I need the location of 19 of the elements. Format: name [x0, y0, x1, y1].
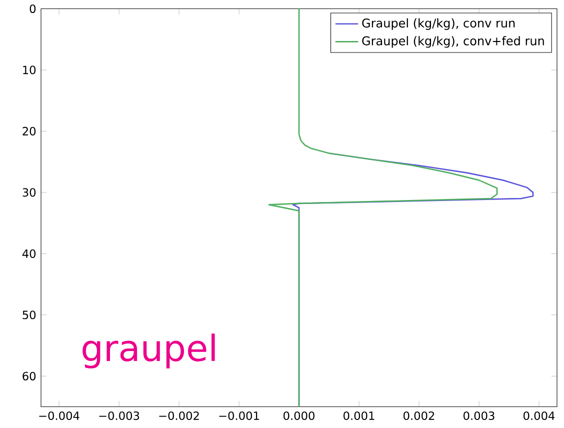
legend-label: Graupel (kg/kg), conv+fed run [362, 36, 544, 48]
y-tick-label: 10 [23, 66, 36, 74]
x-tick-label: 0.000 [284, 412, 314, 420]
y-tick-label: 40 [22, 250, 36, 258]
y-tick-label: 0 [30, 4, 36, 14]
y-tick-label: 30 [22, 188, 36, 197]
x-tick-label: 0.001 [344, 412, 374, 420]
annotation: graupel [82, 334, 215, 369]
y-tick-label: 20 [22, 127, 36, 136]
x-tick-label: −0.003 [99, 412, 140, 420]
x-tick-label: −0.002 [159, 412, 199, 420]
x-tick-label: 0.004 [524, 412, 555, 420]
y-tick-label: 50 [22, 310, 36, 320]
x-tick-label: 0.002 [404, 412, 434, 420]
legend-label: Graupel (kg/kg), conv run [362, 18, 515, 30]
y-tick-label: 60 [22, 372, 36, 381]
x-tick-label: 0.003 [464, 412, 494, 420]
x-tick-label: −0.004 [39, 412, 80, 420]
x-tick-label: −0.001 [219, 412, 259, 420]
